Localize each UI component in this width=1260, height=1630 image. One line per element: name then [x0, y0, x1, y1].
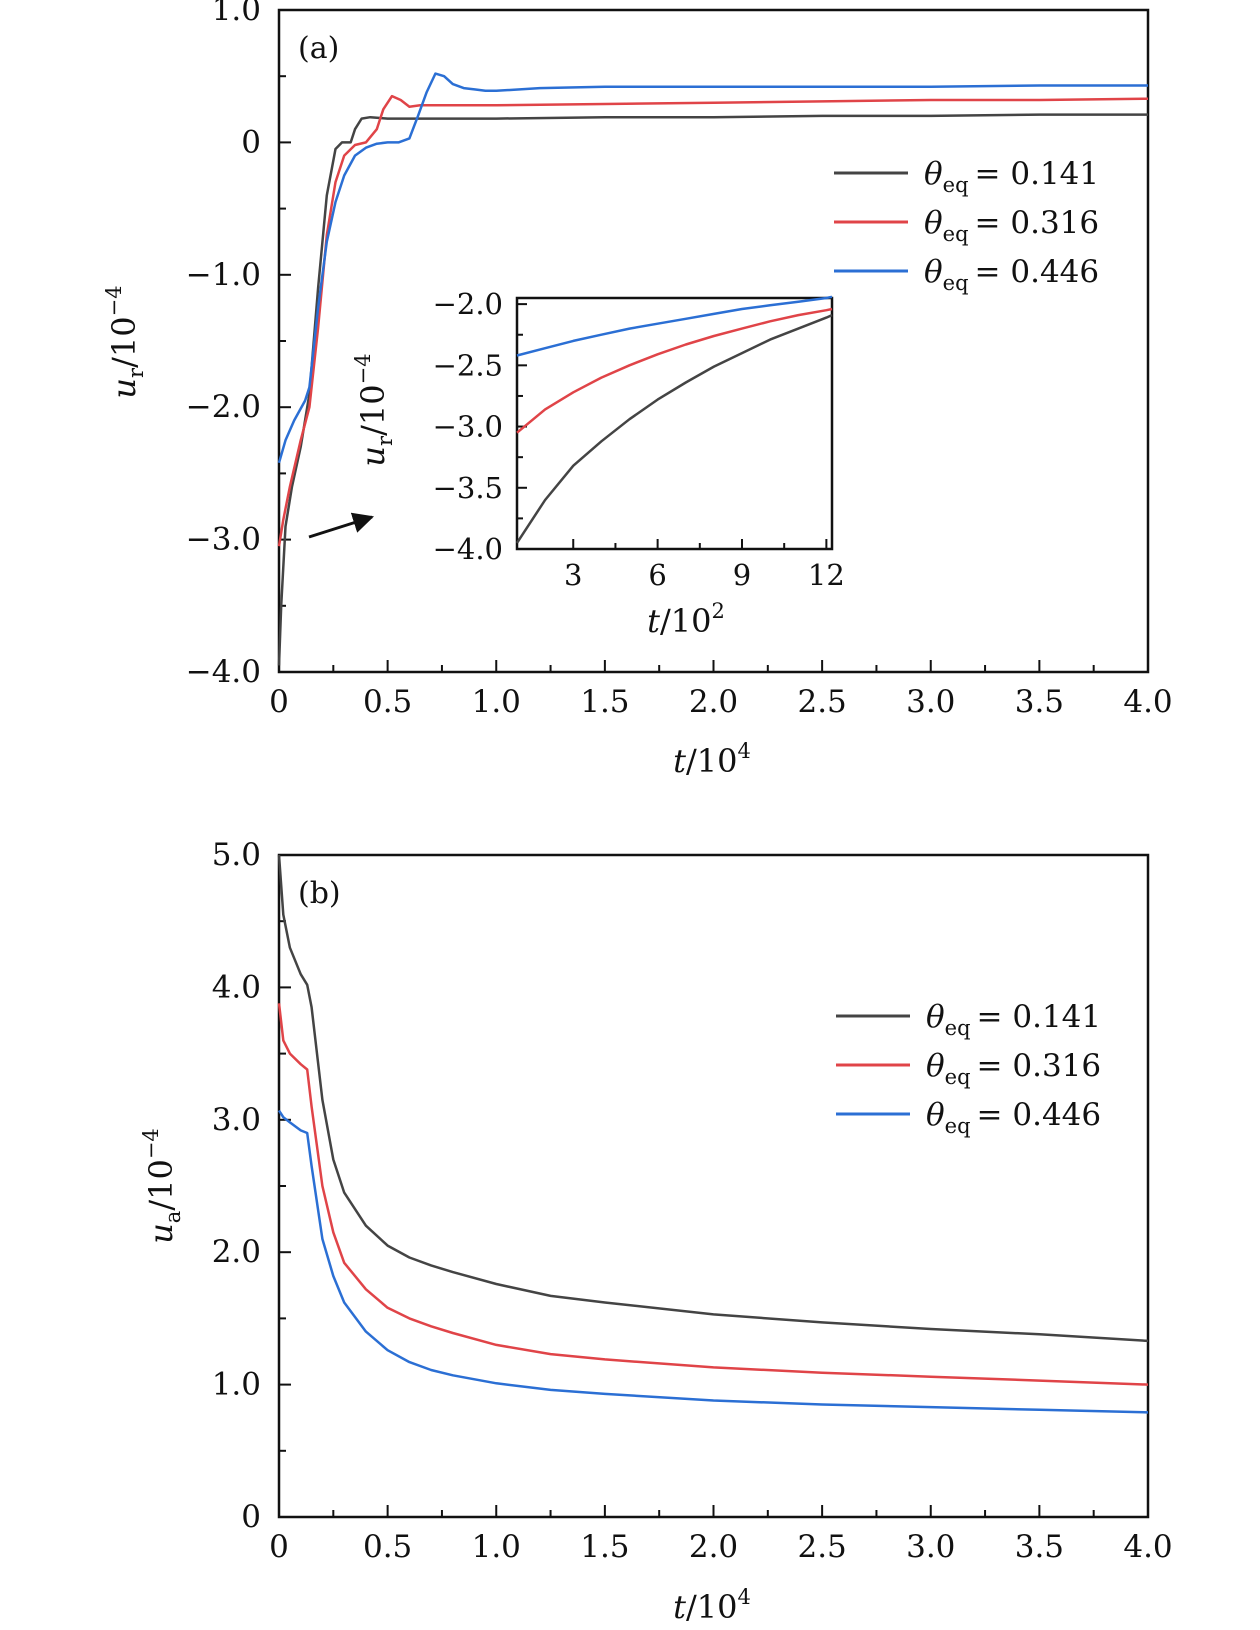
panel-a-plot-lines: [277, 72, 1149, 666]
panel-b-frame: [277, 853, 1150, 1519]
panel-b-x-tick-label: 0.5: [363, 1529, 412, 1565]
panel-a-series-line-3: [277, 72, 1148, 464]
panel-a-x-tick-label: 0.5: [363, 684, 412, 720]
inset-y-tick-label: −3.5: [433, 471, 503, 505]
panel-b-legend-label-1: θeq = 0.141: [926, 999, 1101, 1040]
panel-b-series-line-1: [277, 854, 1149, 1343]
panel-b-legend: θeq = 0.141 θeq = 0.316 θeq = 0.446: [836, 999, 1101, 1138]
inset-x-tick-label: 9: [733, 558, 751, 592]
panel-b-x-tick-label: 4.0: [1123, 1529, 1172, 1565]
panel-a-x-ticks: 0 0.5 1.0 1.5 2.0 2.5 3.0 3.5 4.0: [269, 660, 1173, 720]
inset-y-tick-label: −2.0: [433, 287, 503, 321]
panel-a-inset: 3 6 9 12 −4.0 −3.5 −3.0 −2.5 −2.0 t/102 ur/10−4: [351, 287, 845, 640]
inset-x-tick-label: 6: [648, 558, 666, 592]
panel-a-x-tick-label: 2.5: [797, 684, 846, 720]
panel-a-label: (a): [298, 31, 339, 66]
panel-a-x-tick-label: 0: [269, 684, 289, 720]
panel-a-x-tick-label: 1.0: [472, 684, 521, 720]
panel-a-y-tick-label: 0: [241, 124, 261, 160]
panel-a-y-tick-label: −4.0: [186, 654, 261, 690]
inset-frame: [515, 296, 834, 551]
inset-y-tick-label: −3.0: [433, 410, 503, 444]
panel-a-y-tick-label: −2.0: [186, 389, 261, 425]
panel-b-y-tick-label: 4.0: [212, 969, 261, 1005]
inset-x-tick-label: 12: [808, 558, 845, 592]
panel-b-y-ticks: 0 1.0 2.0 3.0 4.0 5.0: [212, 837, 291, 1535]
panel-a-legend: θeq = 0.141 θeq = 0.316 θeq = 0.446: [834, 156, 1099, 295]
inset-x-ticks: 3 6 9 12: [564, 539, 845, 592]
inset-plot-lines: [515, 295, 833, 544]
inset-x-tick-label: 3: [564, 558, 582, 592]
panel-b-x-axis-title: t/104: [673, 1585, 751, 1626]
panel-a-series-line-1: [277, 113, 1148, 666]
panel-b-legend-label-3: θeq = 0.446: [926, 1097, 1101, 1138]
panel-b-x-tick-label: 1.5: [580, 1529, 629, 1565]
panel-b-y-axis-title: ua/10−4: [139, 1128, 185, 1244]
panel-a-legend-label-1: θeq = 0.141: [924, 156, 1099, 197]
panel-b-y-tick-label: 3.0: [212, 1102, 261, 1138]
inset-y-axis-title: ur/10−4: [351, 353, 397, 466]
panel-b-x-ticks: 0 0.5 1.0 1.5 2.0 2.5 3.0 3.5 4.0: [269, 1505, 1173, 1565]
panel-b-plot-lines: [277, 854, 1149, 1414]
inset-x-axis-title: t/102: [647, 599, 725, 640]
panel-a-x-axis-title: t/104: [673, 739, 751, 780]
panel-b-series-line-3: [277, 1109, 1149, 1414]
panel-a: 0 0.5 1.0 1.5 2.0 2.5 3.0 3.5 4.0 −4.0 −3.0 −2.0 −1…: [102, 0, 1173, 780]
panel-b-x-tick-label: 2.0: [689, 1529, 738, 1565]
inset-pointer-arrow: [308, 512, 375, 539]
panel-b: 0 0.5 1.0 1.5 2.0 2.5 3.0 3.5 4.0 0 1.0 2.0 3.0 4.0 5…: [139, 837, 1173, 1626]
panel-b-y-tick-label: 1.0: [212, 1367, 261, 1403]
panel-a-x-tick-label: 4.0: [1123, 684, 1172, 720]
panel-b-y-tick-label: 2.0: [212, 1234, 261, 1270]
panel-b-legend-label-2: θeq = 0.316: [926, 1048, 1101, 1089]
panel-a-y-tick-label: −3.0: [186, 522, 261, 558]
panel-b-x-tick-label: 0: [269, 1529, 289, 1565]
panel-b-x-tick-label: 3.5: [1015, 1529, 1064, 1565]
panel-a-y-ticks: −4.0 −3.0 −2.0 −1.0 0 1.0: [186, 0, 291, 690]
inset-y-tick-label: −2.5: [433, 348, 503, 382]
panel-a-legend-label-3: θeq = 0.446: [924, 254, 1099, 295]
panel-b-label: (b): [298, 876, 341, 911]
panel-a-y-tick-label: −1.0: [186, 257, 261, 293]
panel-a-x-tick-label: 2.0: [689, 684, 738, 720]
panel-b-y-tick-label: 5.0: [212, 837, 261, 873]
panel-b-x-tick-label: 2.5: [797, 1529, 846, 1565]
panel-a-legend-label-2: θeq = 0.316: [924, 205, 1099, 246]
panel-a-y-axis-title: ur/10−4: [102, 285, 148, 398]
panel-a-x-tick-label: 3.5: [1015, 684, 1064, 720]
panel-a-series-line-2: [277, 94, 1149, 547]
inset-y-tick-label: −4.0: [433, 532, 503, 566]
panel-a-y-tick-label: 1.0: [212, 0, 261, 28]
inset-series-line-1: [515, 313, 833, 544]
inset-y-ticks: −4.0 −3.5 −3.0 −2.5 −2.0: [433, 287, 527, 566]
panel-b-series-line-2: [277, 1003, 1149, 1386]
panel-b-x-tick-label: 3.0: [906, 1529, 955, 1565]
panel-a-x-tick-label: 1.5: [580, 684, 629, 720]
inset-series-line-3: [516, 295, 833, 357]
panel-a-x-tick-label: 3.0: [906, 684, 955, 720]
panel-b-y-tick-label: 0: [241, 1499, 261, 1535]
panel-b-x-tick-label: 1.0: [472, 1529, 521, 1565]
inset-series-line-2: [516, 307, 833, 434]
